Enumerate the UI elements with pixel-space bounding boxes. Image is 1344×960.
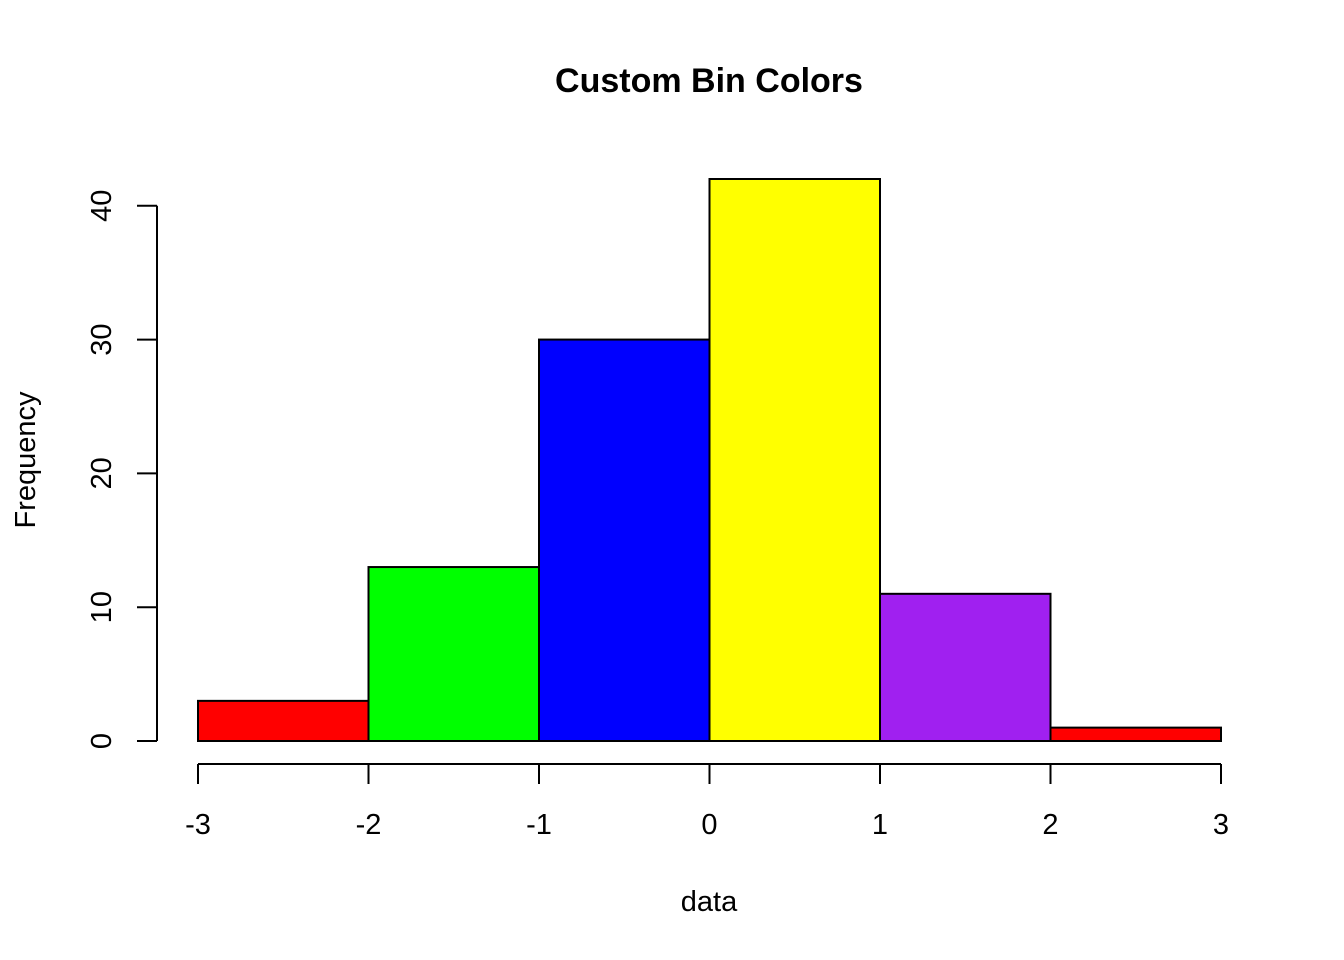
- y-tick-label: 0: [86, 733, 118, 749]
- x-axis-label: data: [681, 886, 738, 918]
- histogram-bar-2: [367, 566, 540, 742]
- x-tick-label: 1: [872, 809, 888, 841]
- histogram-bar-5: [879, 592, 1052, 742]
- y-tick-label: 20: [86, 457, 118, 489]
- x-tick-label: -3: [185, 809, 211, 841]
- y-tick-label: 30: [86, 323, 118, 355]
- histogram-bar-3: [538, 338, 711, 742]
- y-axis: 0 10 20 30 40: [86, 190, 158, 749]
- x-tick-label: 0: [701, 809, 717, 841]
- y-axis-label: Frequency: [10, 391, 42, 529]
- x-tick-label: 2: [1042, 809, 1058, 841]
- chart-title: Custom Bin Colors: [555, 62, 863, 100]
- y-tick-label: 10: [86, 591, 118, 623]
- x-tick-label: 3: [1213, 809, 1229, 841]
- histogram-bar-4: [708, 178, 881, 742]
- x-axis: -3 -2 -1 0 1 2 3: [185, 763, 1229, 841]
- x-tick-label: -1: [526, 809, 552, 841]
- histogram-bar-6: [1049, 726, 1222, 742]
- y-tick-label: 40: [86, 190, 118, 222]
- histogram-bar-1: [197, 699, 370, 742]
- x-tick-label: -2: [356, 809, 382, 841]
- bars-group: [197, 178, 1222, 742]
